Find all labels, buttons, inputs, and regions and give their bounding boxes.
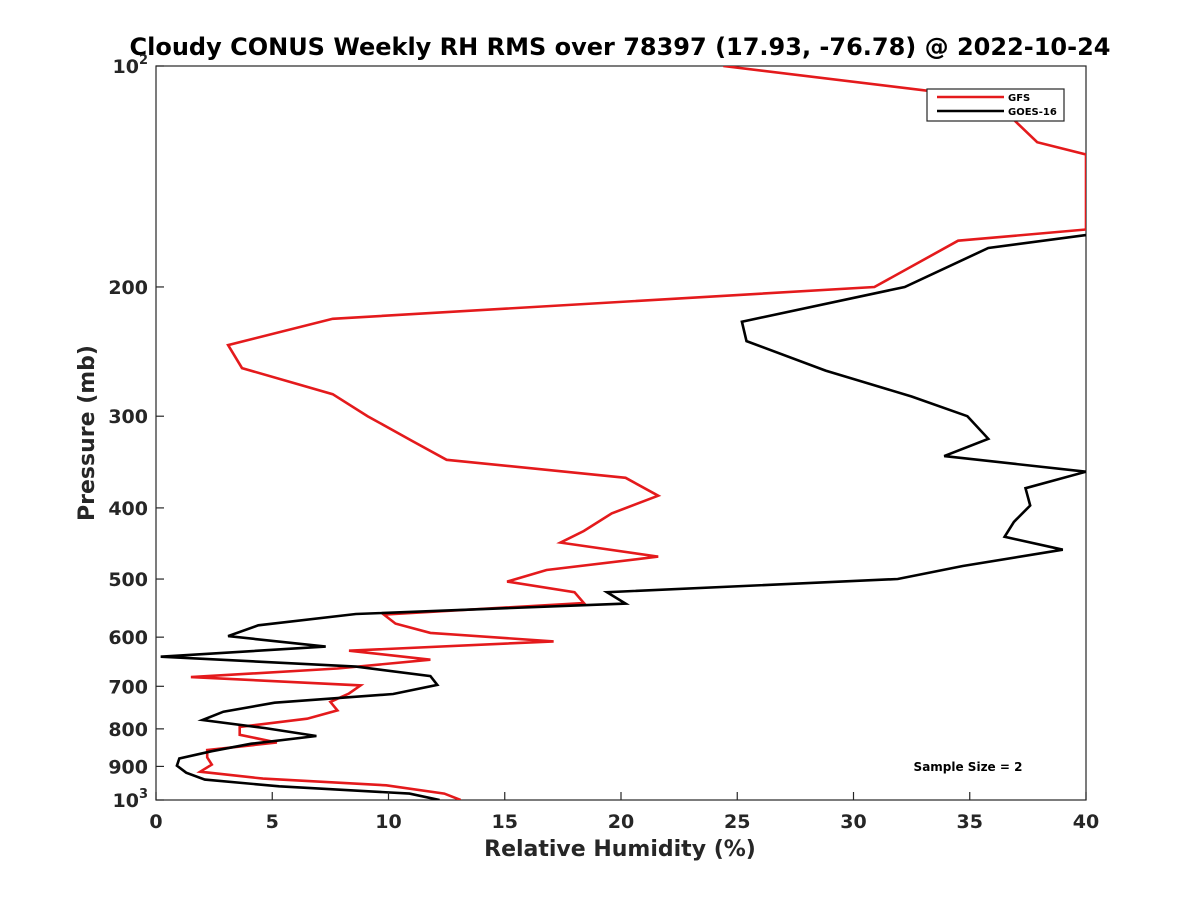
x-axis-label: Relative Humidity (%) (484, 837, 756, 862)
series-layer (160, 66, 1086, 800)
x-tick-label: 40 (1073, 811, 1099, 833)
x-tick-label: 25 (724, 811, 750, 833)
series-line-gfs (190, 66, 1086, 800)
legend: GFS GOES-16 (926, 88, 1065, 122)
legend-label-goes-16: GOES-16 (1008, 107, 1057, 118)
x-tick-label: 5 (266, 811, 279, 833)
series-line-goes-16 (160, 233, 1086, 800)
x-tick-label: 10 (375, 811, 401, 833)
legend-box (926, 88, 1065, 122)
y-tick-label: 200 (108, 277, 148, 299)
y-axis-ticks: 102 200 300 400 500 600 700 800 900 103 (108, 53, 164, 812)
x-tick-label: 30 (840, 811, 866, 833)
y-axis-label: Pressure (mb) (75, 345, 100, 521)
plot-area: 0 5 10 15 20 25 30 35 40 102 200 300 400 500 600 700 80… (108, 53, 1099, 833)
chart-title: Cloudy CONUS Weekly RH RMS over 78397 (1… (130, 33, 1111, 61)
sample-size-annotation: Sample Size = 2 (914, 760, 1023, 774)
y-tick-label: 102 (113, 53, 149, 78)
y-tick-label: 400 (108, 498, 148, 520)
x-tick-label: 35 (957, 811, 983, 833)
y-tick-label: 700 (108, 676, 148, 698)
x-tick-label: 20 (608, 811, 634, 833)
y-tick-label: 600 (108, 627, 148, 649)
y-tick-label: 500 (108, 569, 148, 591)
x-tick-label: 0 (149, 811, 162, 833)
y-tick-label: 300 (108, 406, 148, 428)
y-tick-label: 800 (108, 719, 148, 741)
y-tick-label: 900 (108, 756, 148, 778)
y-tick-label: 103 (113, 787, 149, 812)
legend-label-gfs: GFS (1008, 93, 1030, 104)
x-tick-label: 15 (492, 811, 518, 833)
x-axis-ticks: 0 5 10 15 20 25 30 35 40 (149, 792, 1099, 833)
